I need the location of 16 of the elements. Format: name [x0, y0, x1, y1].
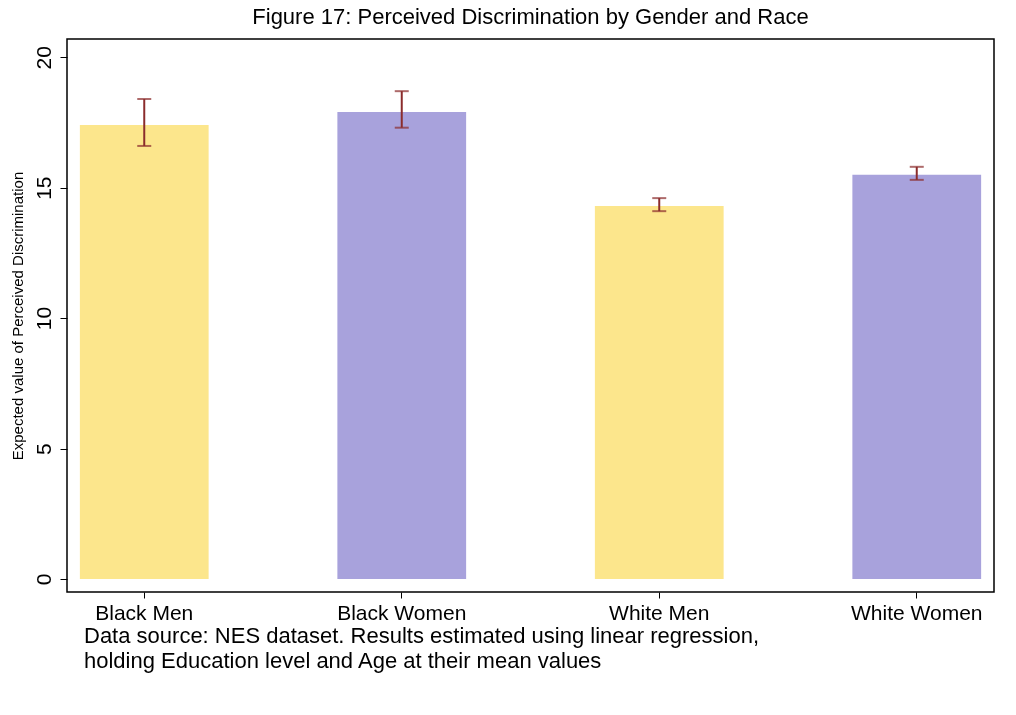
chart-title: Figure 17: Perceived Discrimination by Gender and Race: [252, 4, 809, 29]
x-tick-label: Black Men: [95, 600, 194, 624]
x-tick-label: White Men: [609, 600, 710, 624]
x-tick-label: Black Women: [337, 600, 467, 624]
y-tick-label: 10: [31, 306, 55, 331]
bar: [79, 125, 209, 579]
y-axis-title: Expected value of Perceived Discrimination: [8, 171, 26, 461]
x-tick-label: White Women: [851, 600, 983, 624]
y-tick-label: 15: [31, 176, 55, 200]
y-tick-label: 5: [31, 443, 55, 455]
y-tick-label: 20: [31, 46, 55, 70]
y-tick-label: 0: [31, 573, 55, 586]
bar: [852, 174, 982, 579]
bar: [594, 205, 724, 579]
source-note: Data source: NES dataset. Results estimated using linear regression, holding Education level and Age at their mean values: [84, 623, 760, 673]
bar: [337, 112, 467, 579]
